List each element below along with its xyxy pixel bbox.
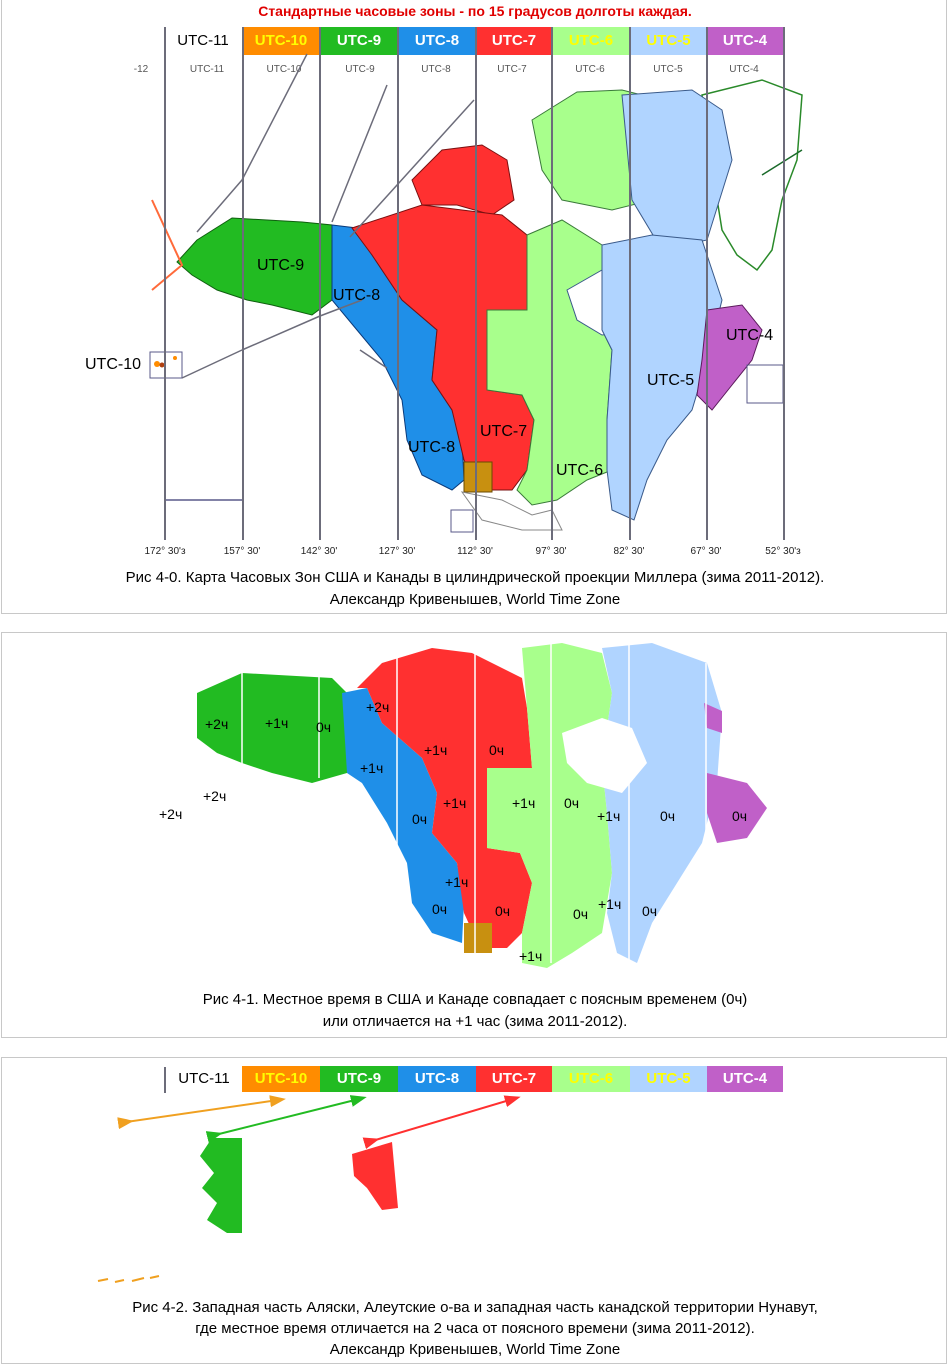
hour-offset-label: +2ч — [159, 806, 183, 822]
meridian-line — [551, 27, 553, 540]
map-label-utc-10: UTC-10 — [85, 356, 142, 373]
longitude-label: 127° 30' — [378, 546, 416, 557]
figure-0-panel: Стандартные часовые зоны - по 15 градусо… — [1, 0, 947, 614]
zone-sublabel: UTC-6 — [575, 64, 605, 75]
hour-offset-label: 0ч — [660, 808, 676, 824]
hour-offset-label: +1ч — [445, 874, 469, 890]
zone-sublabel: UTC-10 — [266, 64, 302, 75]
zone-sublabel: UTC-9 — [345, 64, 375, 75]
hour-offset-label: 0ч — [564, 795, 580, 811]
meridian-line — [629, 27, 631, 540]
longitude-label: 142° 30' — [300, 546, 338, 557]
zone-sublabel: UTC-5 — [653, 64, 683, 75]
figure-2-caption-line-3: Александр Кривенышев, World Time Zone — [329, 1341, 621, 1358]
figure-2-caption-line-2: где местное время отличается на 2 часа о… — [195, 1320, 755, 1337]
longitude-label: 52° 30'з — [765, 546, 801, 557]
zone-sublabel: UTC-11 — [189, 64, 225, 75]
hour-offset-label: +1ч — [265, 715, 289, 731]
figure-0-caption-line-2: Александр Кривенышев, World Time Zone — [329, 591, 621, 608]
zone-bar-edge — [164, 1067, 166, 1093]
map-label-utc-9: UTC-9 — [257, 257, 305, 274]
map-label-utc-5: UTC-5 — [647, 372, 695, 389]
zone-header-utc-5: UTC-5 — [630, 27, 707, 55]
zone-header-utc-6: UTC-6 — [552, 1066, 630, 1092]
zone-sublabel: UTC-8 — [421, 64, 451, 75]
longitude-label: 157° 30' — [223, 546, 261, 557]
hour-offset-label: +1ч — [424, 742, 448, 758]
map-label-utc-6: UTC-6 — [556, 462, 604, 479]
hour-offset-label: 0ч — [642, 903, 658, 919]
hour-offset-label: 0ч — [732, 808, 748, 824]
hour-offset-label: +2ч — [366, 699, 390, 715]
figure-1-panel: +2ч +1ч 0ч +2ч +2ч +2ч +1ч +1ч 0ч 0ч +1ч… — [1, 632, 947, 1038]
longitude-label: 172° 30'з — [144, 546, 186, 557]
hour-offset-label: +1ч — [598, 896, 622, 912]
hour-offset-label: +1ч — [443, 795, 467, 811]
map-label-utc-8-north: UTC-8 — [333, 287, 381, 304]
hour-offset-label: +2ч — [205, 716, 229, 732]
zone-header-utc-11: UTC-11 — [164, 27, 242, 55]
zone-header-utc-9: UTC-9 — [320, 1066, 398, 1092]
zone-header-utc-6: UTC-6 — [552, 27, 630, 55]
zone-header-utc-4: UTC-4 — [707, 27, 783, 55]
meridian-line — [397, 27, 399, 540]
zone-header-utc-10: UTC-10 — [242, 27, 320, 55]
hour-offset-label: +1ч — [360, 760, 384, 776]
zone-sublabel: UTC-4 — [729, 64, 759, 75]
longitude-label: 97° 30' — [535, 546, 567, 557]
hour-offset-label: +2ч — [203, 788, 227, 804]
longitude-label: 112° 30' — [457, 546, 493, 557]
local-time-map — [197, 643, 767, 968]
hour-offset-label: +1ч — [512, 795, 536, 811]
figure-1-caption-line-2: или отличается на +1 час (зима 2011-2012… — [322, 1013, 628, 1030]
longitude-label: 82° 30' — [613, 546, 645, 557]
meridian-line — [319, 27, 321, 540]
map-label-utc-7: UTC-7 — [480, 423, 528, 440]
zone-sublabel: UTC-7 — [497, 64, 527, 75]
offset-arrows-map — [97, 1095, 521, 1283]
hour-offset-label: +1ч — [597, 808, 621, 824]
figure-0-headline: Стандартные часовые зоны - по 15 градусо… — [258, 3, 692, 19]
figure-2-panel: UTC-11 UTC-10 UTC-9 UTC-8 UTC-7 UTC-6 UT… — [1, 1057, 947, 1364]
zone-header-utc-10: UTC-10 — [242, 1066, 320, 1092]
meridian-line — [783, 27, 785, 540]
meridian-line — [164, 27, 166, 540]
zone-header-utc-7: UTC-7 — [476, 1066, 552, 1092]
map-label-utc-4: UTC-4 — [726, 327, 774, 344]
zone-header-utc-8: UTC-8 — [398, 1066, 476, 1092]
figure-2-caption-line-1: Рис 4-2. Западная часть Аляски, Алеутски… — [132, 1299, 818, 1316]
zone-header-utc-8: UTC-8 — [398, 27, 476, 55]
figure-0-caption-line-1: Рис 4-0. Карта Часовых Зон США и Канады … — [125, 569, 825, 586]
zone-header-utc-7: UTC-7 — [476, 27, 552, 55]
zone-header-utc-9: UTC-9 — [320, 27, 398, 55]
meridian-line — [475, 27, 477, 540]
meridian-line — [706, 27, 708, 540]
meridian-line — [242, 27, 244, 540]
hour-offset-label: 0ч — [412, 811, 428, 827]
figure-1-caption-line-1: Рис 4-1. Местное время в США и Канаде со… — [202, 991, 748, 1008]
zone-header-utc-4: UTC-4 — [707, 1066, 783, 1092]
hour-offset-label: 0ч — [489, 742, 505, 758]
zone-header-utc-5: UTC-5 — [630, 1066, 707, 1092]
zone-header-utc-11: UTC-11 — [166, 1066, 242, 1092]
longitude-label: 67° 30' — [690, 546, 722, 557]
map-label-utc-8-south: UTC-8 — [408, 439, 456, 456]
hour-offset-label: 0ч — [432, 901, 448, 917]
zone-sublabel-minus-12: -12 — [133, 64, 149, 75]
hour-offset-label: 0ч — [573, 906, 589, 922]
hour-offset-label: +1ч — [519, 948, 543, 964]
hour-offset-label: 0ч — [316, 719, 332, 735]
hour-offset-label: 0ч — [495, 903, 511, 919]
